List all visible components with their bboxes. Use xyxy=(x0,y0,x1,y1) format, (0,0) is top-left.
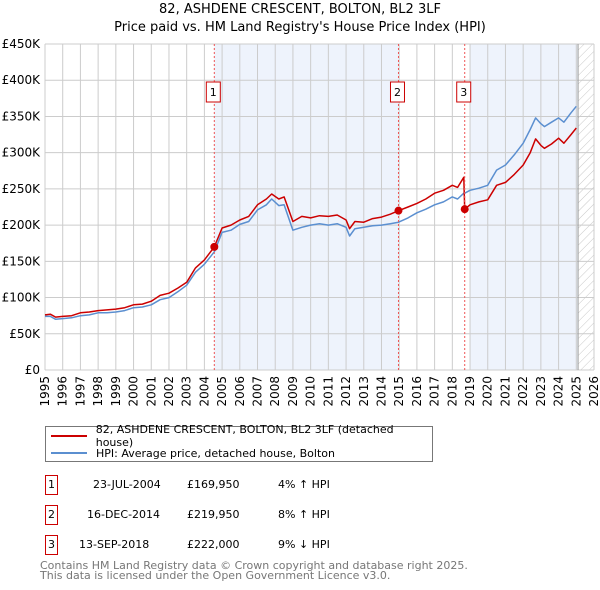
x-tick-label: 1995 xyxy=(38,376,52,407)
x-tick-label: 2016 xyxy=(410,376,424,407)
sale-price: £219,950 xyxy=(187,508,240,521)
x-tick-label: 2025 xyxy=(569,376,583,407)
sale-price: £222,000 xyxy=(187,538,240,551)
x-tick-label: 2014 xyxy=(374,376,388,407)
x-tick-label: 2020 xyxy=(481,376,495,407)
sale-number: 1 xyxy=(45,475,58,495)
legend-item-hpi: HPI: Average price, detached house, Bolt… xyxy=(51,445,335,461)
sale-marker-label: 3 xyxy=(460,86,467,99)
x-tick-label: 2009 xyxy=(286,376,300,407)
legend-item-property: 82, ASHDENE CRESCENT, BOLTON, BL2 3LF (d… xyxy=(51,423,432,449)
x-tick-label: 1998 xyxy=(91,376,105,407)
y-tick-label: £400K xyxy=(2,73,42,87)
sale-point xyxy=(210,242,219,251)
x-tick-label: 2004 xyxy=(197,376,211,407)
y-tick-label: £200K xyxy=(2,218,42,232)
legend-label-hpi: HPI: Average price, detached house, Bolt… xyxy=(96,446,335,460)
y-tick-label: £250K xyxy=(2,182,42,196)
legend-label-property: 82, ASHDENE CRESCENT, BOLTON, BL2 3LF (d… xyxy=(95,423,394,449)
x-tick-label: 2018 xyxy=(445,376,459,407)
shaded-period xyxy=(214,44,399,370)
x-tick-label: 1999 xyxy=(109,376,123,407)
y-tick-label: £0 xyxy=(25,363,40,377)
chart-subtitle: Price paid vs. HM Land Registry's House … xyxy=(114,20,486,35)
forecast-hatch xyxy=(578,44,594,370)
x-tick-label: 2001 xyxy=(144,376,158,407)
y-tick-label: £100K xyxy=(2,291,42,305)
x-tick-label: 2026 xyxy=(587,376,600,407)
x-tick-label: 2012 xyxy=(339,376,353,407)
x-tick-label: 2021 xyxy=(498,376,512,407)
sale-marker-box xyxy=(456,81,472,103)
price-chart: 1995 1996 1997 1998 1999 2000 2001 2002 2003 2004… xyxy=(2,37,600,407)
x-tick-label: 2006 xyxy=(233,376,247,407)
property-price-line xyxy=(45,105,577,321)
y-tick-label: £150K xyxy=(2,254,42,268)
sale-date: 16-DEC-2014 xyxy=(87,508,161,521)
x-tick-label: 2011 xyxy=(321,376,335,407)
x-tick-label: 2023 xyxy=(534,376,548,407)
legend-swatch-hpi xyxy=(51,452,87,454)
sale-number: 2 xyxy=(45,505,58,525)
sale-row: 3 13-SEP-2018 £222,000 9% ↓ HPI xyxy=(45,535,445,555)
chart-title: 82, ASHDENE CRESCENT, BOLTON, BL2 3LF xyxy=(159,2,441,17)
x-tick-label: 2024 xyxy=(552,376,566,407)
shaded-period xyxy=(470,44,579,370)
sale-marker-label: 1 xyxy=(210,86,217,99)
sale-date: 23-JUL-2004 xyxy=(93,478,161,491)
sale-date: 13-SEP-2018 xyxy=(79,538,150,551)
sale-point xyxy=(460,205,469,214)
legend-swatch-property xyxy=(51,435,87,437)
sale-row: 2 16-DEC-2014 £219,950 8% ↑ HPI xyxy=(45,505,445,525)
footer-licence: This data is licensed under the Open Gov… xyxy=(40,569,391,582)
sale-marker-box xyxy=(205,81,221,103)
sale-point xyxy=(394,206,403,215)
footer-copyright: Contains HM Land Registry data © Crown c… xyxy=(40,559,468,572)
hpi-line xyxy=(44,127,577,318)
x-tick-label: 2003 xyxy=(180,376,194,407)
x-tick-label: 2015 xyxy=(392,376,406,407)
sale-marker-label: 2 xyxy=(394,86,401,99)
x-tick-label: 1997 xyxy=(73,376,87,407)
x-tick-label: 2007 xyxy=(251,376,265,407)
y-tick-label: £50K xyxy=(9,327,41,341)
x-tick-label: 2019 xyxy=(463,376,477,407)
sale-number: 3 xyxy=(45,535,58,555)
sale-row: 1 23-JUL-2004 £169,950 4% ↑ HPI xyxy=(45,475,445,495)
y-tick-label: £350K xyxy=(2,109,42,123)
sale-hpi-diff: 8% ↑ HPI xyxy=(278,508,330,521)
x-tick-label: 2017 xyxy=(428,376,442,407)
x-tick-label: 2000 xyxy=(127,376,141,407)
sale-hpi-diff: 4% ↑ HPI xyxy=(278,478,330,491)
x-tick-label: 2002 xyxy=(162,376,176,407)
y-tick-label: £300K xyxy=(2,146,42,160)
x-tick-label: 2005 xyxy=(215,376,229,407)
x-tick-label: 2010 xyxy=(304,376,318,407)
chart-legend: 82, ASHDENE CRESCENT, BOLTON, BL2 3LF (d… xyxy=(45,423,433,462)
x-tick-label: 2008 xyxy=(268,376,282,407)
x-tick-label: 2013 xyxy=(357,376,371,407)
sale-hpi-diff: 9% ↓ HPI xyxy=(278,538,330,551)
x-tick-label: 2022 xyxy=(516,376,530,407)
x-tick-label: 1996 xyxy=(56,376,70,407)
sale-price: £169,950 xyxy=(187,478,240,491)
sale-marker-box xyxy=(389,81,405,103)
y-tick-label: £450K xyxy=(2,37,42,51)
